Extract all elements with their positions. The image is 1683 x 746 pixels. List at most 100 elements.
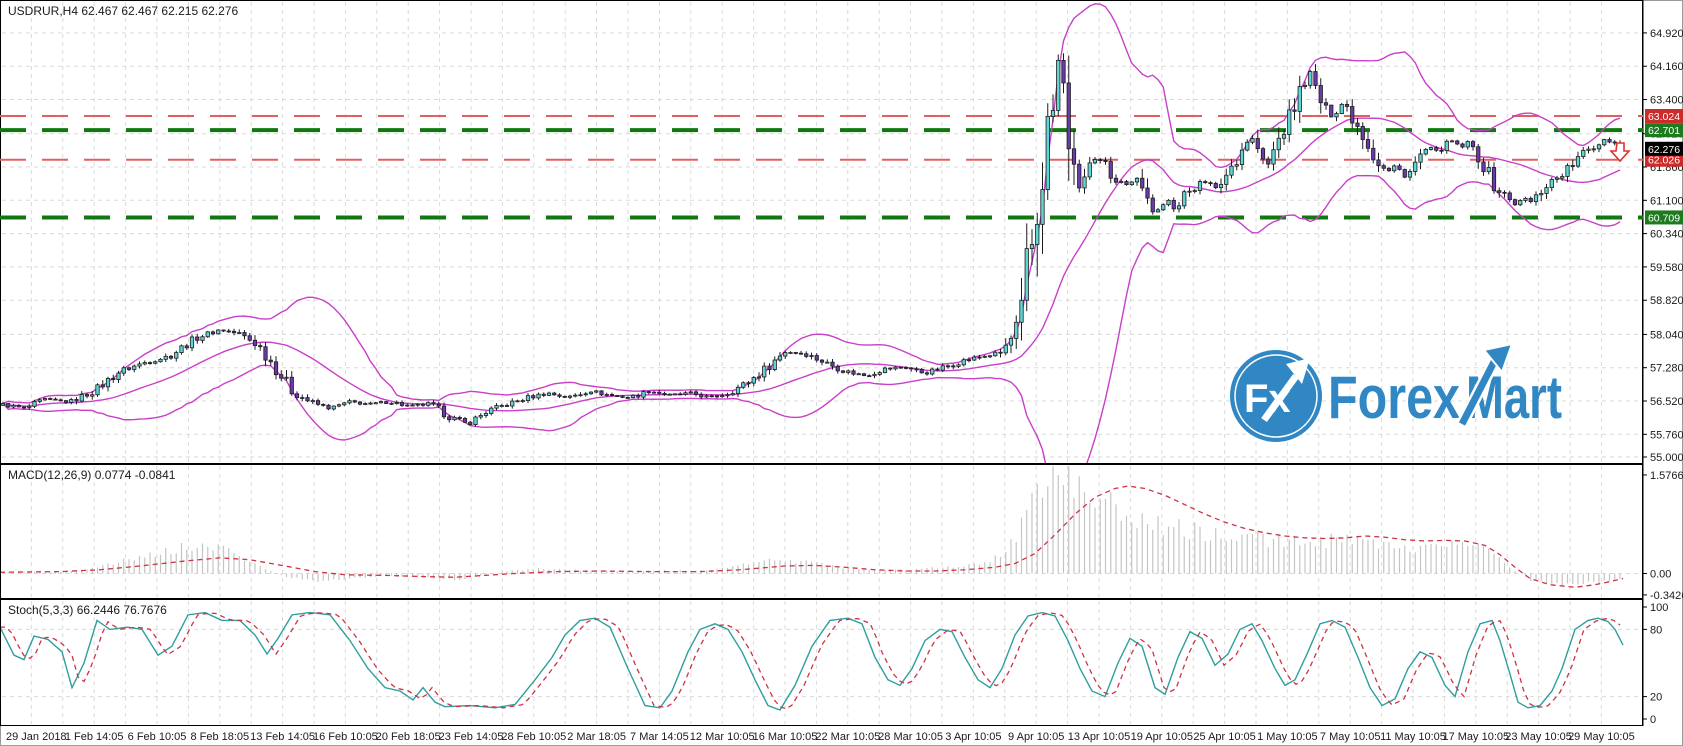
bull-candle xyxy=(347,400,352,404)
bear-candle xyxy=(1507,192,1512,201)
price-axis-label: 57.280 xyxy=(1650,363,1683,375)
time-axis-label: 28 Mar 10:05 xyxy=(878,731,943,743)
price-axis-label: 64.160 xyxy=(1650,61,1683,73)
bear-candle xyxy=(1434,147,1439,151)
bull-candle xyxy=(762,365,767,378)
time-axis-label: 17 May 10:05 xyxy=(1442,731,1509,743)
logo-arrow-head-icon xyxy=(1286,358,1310,384)
bear-candle xyxy=(615,395,620,397)
bear-candle xyxy=(16,404,21,408)
bull-candle xyxy=(499,405,504,407)
bull-candle xyxy=(1392,165,1397,172)
bull-candle xyxy=(1035,223,1040,245)
bull-candle xyxy=(37,399,42,402)
bear-candle xyxy=(830,361,835,367)
time-axis-label: 13 Apr 10:05 xyxy=(1068,731,1130,743)
time-axis-label: 19 Apr 10:05 xyxy=(1131,731,1193,743)
bull-candle xyxy=(189,336,195,349)
bull-candle xyxy=(1239,149,1245,166)
bear-candle xyxy=(1455,140,1460,145)
bear-candle xyxy=(126,367,132,370)
bull-candle xyxy=(153,361,158,364)
stoch-panel[interactable] xyxy=(0,599,1643,726)
bull-candle xyxy=(1008,338,1014,346)
bull-candle xyxy=(132,365,137,370)
bull-candle xyxy=(982,355,987,358)
bull-candle xyxy=(630,394,636,398)
bull-candle xyxy=(567,395,573,398)
macd-axis-label: 0.00 xyxy=(1650,569,1671,581)
bear-candle xyxy=(662,393,667,395)
bear-candle xyxy=(819,359,825,363)
bull-candle xyxy=(158,358,163,363)
bull-candle xyxy=(1554,177,1560,180)
resistance-price-badge-text: 62.026 xyxy=(1648,155,1680,167)
bull-candle xyxy=(725,394,730,397)
bear-candle xyxy=(966,359,972,362)
bull-candle xyxy=(1276,137,1281,151)
bear-candle xyxy=(315,400,321,405)
bear-candle xyxy=(1497,190,1502,193)
bull-candle xyxy=(90,394,95,397)
bear-candle xyxy=(63,400,69,403)
price-axis-label: 56.520 xyxy=(1650,396,1683,408)
bear-candle xyxy=(945,365,951,368)
price-axis[interactable]: 64.92064.16063.40062.62061.86061.10060.3… xyxy=(1643,28,1683,726)
bear-candle xyxy=(709,395,714,398)
bear-candle xyxy=(273,361,279,376)
time-axis-label: 6 Feb 10:05 xyxy=(128,731,187,743)
bull-candle xyxy=(772,359,777,370)
bear-candle xyxy=(562,395,567,398)
bear-candle xyxy=(1612,141,1617,144)
time-axis-label: 29 May 10:05 xyxy=(1568,731,1635,743)
resistance-price-badge-text: 63.024 xyxy=(1648,111,1680,123)
logo-ring xyxy=(1234,354,1318,438)
bear-candle xyxy=(184,345,189,349)
bull-candle xyxy=(1549,178,1554,189)
bear-candle xyxy=(646,391,651,394)
bear-candle xyxy=(609,394,615,396)
bear-candle xyxy=(226,330,231,333)
bull-candle xyxy=(756,376,762,379)
bear-candle xyxy=(835,365,840,372)
bull-candle xyxy=(1250,138,1255,143)
bull-candle xyxy=(11,404,16,408)
bear-candle xyxy=(793,352,798,354)
resistance-price-badge xyxy=(1645,152,1683,167)
stoch-axis-label: 100 xyxy=(1650,602,1668,614)
bear-candle xyxy=(1397,165,1402,170)
support-resistance-layer[interactable] xyxy=(0,114,1643,220)
bull-candle xyxy=(877,372,882,375)
bull-candle xyxy=(735,386,741,394)
bear-candle xyxy=(100,384,105,388)
bull-candle xyxy=(1087,162,1092,178)
bull-candle xyxy=(1197,181,1203,191)
bear-candle xyxy=(625,397,630,399)
bull-candle xyxy=(1182,191,1187,207)
price-axis-label: 58.040 xyxy=(1650,329,1683,341)
bull-candle xyxy=(342,402,347,406)
time-axis-label: 13 Feb 14:05 xyxy=(250,731,315,743)
bear-candle xyxy=(74,399,79,402)
macd-panel[interactable] xyxy=(0,464,1643,599)
bear-candle xyxy=(1502,191,1507,194)
bear-candle xyxy=(1439,149,1444,152)
main-chart-panel[interactable] xyxy=(0,0,1643,464)
bull-candle xyxy=(1407,171,1413,178)
bear-candle xyxy=(620,395,625,398)
time-axis-label: 2 Mar 18:05 xyxy=(567,731,626,743)
bull-candle xyxy=(956,364,961,367)
bull-candle xyxy=(872,373,877,377)
bear-candle xyxy=(1266,158,1271,165)
bull-candle xyxy=(1218,183,1224,189)
bull-candle xyxy=(1544,187,1549,194)
bull-candle xyxy=(546,392,552,396)
bear-candle xyxy=(1150,197,1155,213)
bull-candle xyxy=(1092,159,1098,164)
bear-candle xyxy=(636,394,641,398)
price-axis-label: 55.760 xyxy=(1650,429,1683,441)
bear-candle xyxy=(599,390,604,396)
bull-candle xyxy=(1,403,6,406)
